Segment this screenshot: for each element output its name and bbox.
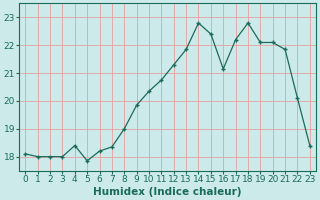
X-axis label: Humidex (Indice chaleur): Humidex (Indice chaleur) — [93, 187, 242, 197]
